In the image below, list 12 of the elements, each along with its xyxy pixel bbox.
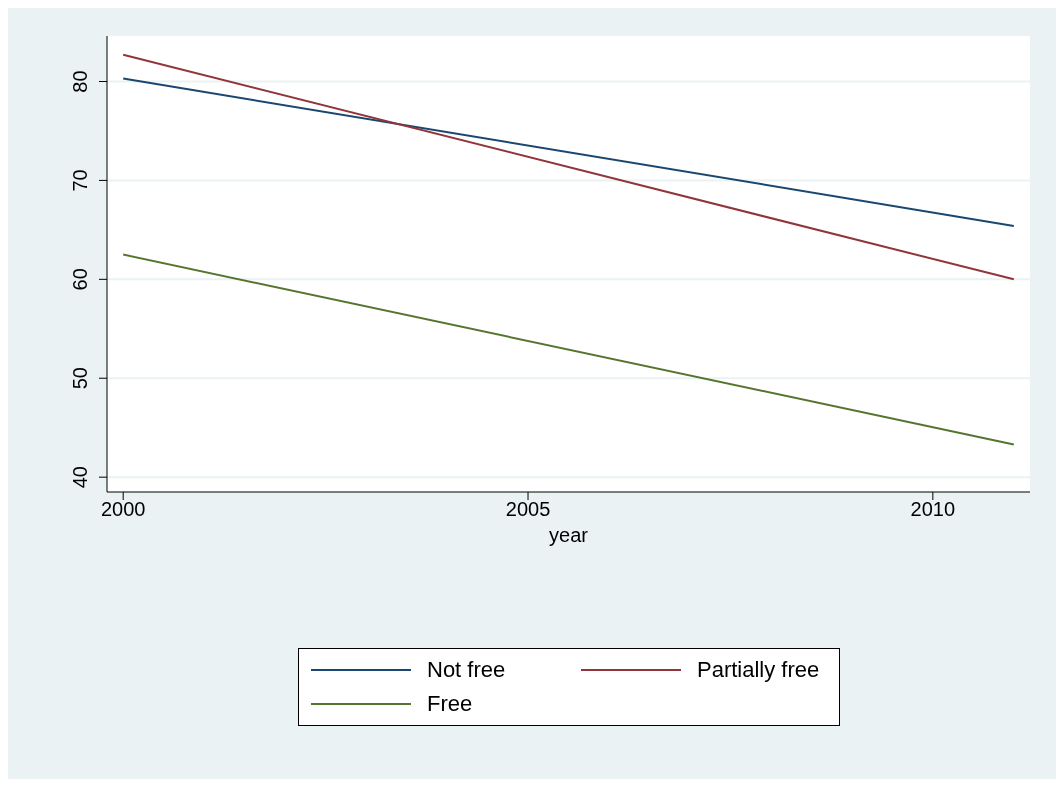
y-tick-label: 60 — [69, 268, 91, 291]
y-tick-label: 50 — [69, 367, 91, 390]
y-tick-label: 70 — [69, 169, 91, 192]
y-tick-label: 40 — [69, 466, 91, 489]
legend-label: Partially free — [697, 657, 820, 683]
x-tick-label: 2005 — [505, 498, 551, 521]
x-axis-title: year — [549, 524, 589, 546]
legend-label: Not free — [427, 657, 506, 683]
x-tick-label: 2000 — [100, 498, 146, 521]
y-tick-label: 80 — [69, 70, 91, 93]
x-tick-label: 2010 — [910, 498, 956, 521]
legend-label: Free — [427, 691, 473, 717]
